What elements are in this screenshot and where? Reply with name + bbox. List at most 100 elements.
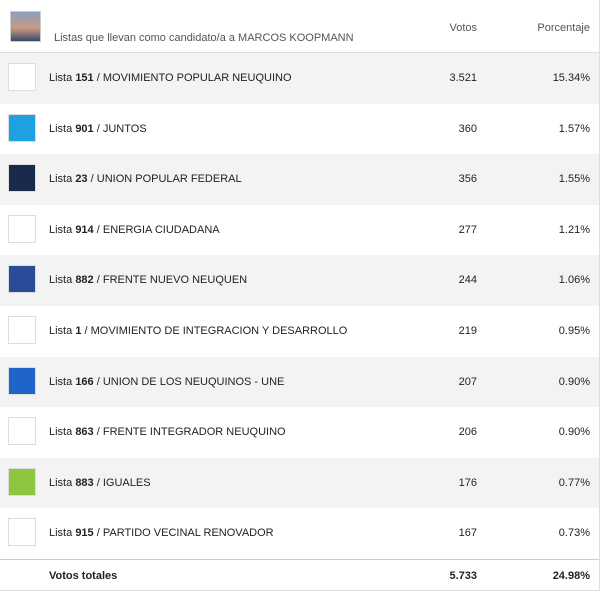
separator: / <box>96 122 100 135</box>
list-prefix: Lista <box>49 173 73 186</box>
votes: 167 <box>458 527 477 540</box>
table-footer: Votos totales 5.733 24.98% <box>0 559 599 591</box>
header-votes: Votos <box>449 22 477 34</box>
list-name: Lista 166 / UNION DE LOS NEUQUINOS - UNE <box>49 376 284 388</box>
list-number: 1 <box>75 325 82 337</box>
votes: 207 <box>458 375 477 388</box>
party-logo <box>8 164 36 193</box>
party-name: MOVIMIENTO POPULAR NEUQUINO <box>102 72 292 84</box>
separator: / <box>96 72 100 84</box>
percent: 0.95% <box>558 325 590 337</box>
percent: 0.90% <box>558 426 590 439</box>
list-number: 151 <box>75 72 94 84</box>
percent: 1.55% <box>558 173 590 186</box>
separator: / <box>96 476 100 489</box>
party-logo <box>8 63 36 91</box>
percent: 1.21% <box>558 223 590 236</box>
party-name: PARTIDO VECINAL RENOVADOR <box>102 527 274 540</box>
list-name: Lista 882 / FRENTE NUEVO NEUQUEN <box>49 274 247 286</box>
percent: 1.06% <box>558 274 590 287</box>
party-logo <box>8 417 36 446</box>
votes: 356 <box>458 173 477 186</box>
party-logo <box>8 467 36 496</box>
party-name: FRENTE INTEGRADOR NEUQUINO <box>102 426 286 439</box>
separator: / <box>90 173 94 186</box>
list-number: 914 <box>75 223 94 236</box>
list-prefix: Lista <box>49 426 73 439</box>
party-logo <box>8 113 36 142</box>
separator: / <box>96 527 100 540</box>
percent: 1.57% <box>558 122 590 135</box>
header-title: Listas que llevan como candidato/a a MAR… <box>54 32 354 44</box>
list-prefix: Lista <box>49 375 73 388</box>
list-name: Lista 863 / FRENTE INTEGRADOR NEUQUINO <box>49 426 286 438</box>
candidate-photo <box>10 11 41 42</box>
votes: 3.521 <box>449 72 477 84</box>
party-name: UNION DE LOS NEUQUINOS - UNE <box>102 375 285 388</box>
party-logo <box>8 366 36 395</box>
votes: 219 <box>458 325 477 337</box>
footer-label: Votos totales <box>49 570 118 582</box>
footer-percent: 24.98% <box>552 570 590 582</box>
separator: / <box>96 274 100 287</box>
table-row: Lista 914 / ENERGIA CIUDADANA 277 1.21% <box>0 205 599 256</box>
separator: / <box>84 325 88 337</box>
votes: 277 <box>458 223 477 236</box>
list-prefix: Lista <box>49 274 73 287</box>
list-name: Lista 883 / IGUALES <box>49 477 151 489</box>
party-name: FRENTE NUEVO NEUQUEN <box>102 274 248 287</box>
table-row: Lista 23 / UNION POPULAR FEDERAL 356 1.55% <box>0 154 599 205</box>
party-logo <box>8 316 36 344</box>
party-logo <box>8 265 36 294</box>
party-name: IGUALES <box>102 476 151 489</box>
list-prefix: Lista <box>49 527 73 540</box>
list-number: 166 <box>75 375 94 388</box>
list-number: 863 <box>75 426 94 439</box>
votes: 206 <box>458 426 477 439</box>
percent: 0.73% <box>558 527 590 540</box>
list-number: 901 <box>75 122 94 135</box>
votes: 244 <box>458 274 477 287</box>
party-name: ENERGIA CIUDADANA <box>102 223 220 236</box>
party-name: JUNTOS <box>102 122 147 135</box>
party-logo <box>8 214 36 243</box>
list-name: Lista 151 / MOVIMIENTO POPULAR NEUQUINO <box>49 72 292 84</box>
party-name: MOVIMIENTO DE INTEGRACION Y DESARROLLO <box>90 325 348 337</box>
table-row: Lista 151 / MOVIMIENTO POPULAR NEUQUINO 3… <box>0 53 599 104</box>
list-prefix: Lista <box>49 122 73 135</box>
list-prefix: Lista <box>49 223 73 236</box>
table-row: Lista 863 / FRENTE INTEGRADOR NEUQUINO 20… <box>0 407 599 458</box>
percent: 15.34% <box>552 72 590 84</box>
party-logo <box>8 518 36 547</box>
list-number: 23 <box>75 173 88 186</box>
header-percent: Porcentaje <box>537 22 590 34</box>
list-name: Lista 1 / MOVIMIENTO DE INTEGRACION Y DE… <box>49 325 347 337</box>
list-name: Lista 915 / PARTIDO VECINAL RENOVADOR <box>49 527 274 539</box>
percent: 0.77% <box>558 476 590 489</box>
list-name: Lista 901 / JUNTOS <box>49 123 147 135</box>
list-name: Lista 914 / ENERGIA CIUDADANA <box>49 224 220 236</box>
separator: / <box>96 223 100 236</box>
footer-votes: 5.733 <box>449 570 477 582</box>
list-number: 883 <box>75 476 94 489</box>
percent: 0.90% <box>558 375 590 388</box>
party-name: UNION POPULAR FEDERAL <box>96 173 242 186</box>
table-row: Lista 883 / IGUALES 176 0.77% <box>0 457 599 509</box>
list-prefix: Lista <box>49 476 73 489</box>
table-header: Listas que llevan como candidato/a a MAR… <box>0 0 599 53</box>
table-row: Lista 166 / UNION DE LOS NEUQUINOS - UNE… <box>0 356 599 408</box>
table-row: Lista 1 / MOVIMIENTO DE INTEGRACION Y DE… <box>0 306 599 357</box>
list-name: Lista 23 / UNION POPULAR FEDERAL <box>49 173 242 185</box>
votes: 360 <box>458 122 477 135</box>
votes: 176 <box>458 476 477 489</box>
list-prefix: Lista <box>49 325 73 337</box>
list-number: 915 <box>75 527 94 540</box>
table-row: Lista 915 / PARTIDO VECINAL RENOVADOR 167… <box>0 508 599 559</box>
list-number: 882 <box>75 274 94 287</box>
table-row: Lista 882 / FRENTE NUEVO NEUQUEN 244 1.06% <box>0 255 599 306</box>
list-prefix: Lista <box>49 72 73 84</box>
separator: / <box>96 426 100 439</box>
table-row: Lista 901 / JUNTOS 360 1.57% <box>0 104 599 155</box>
separator: / <box>96 375 100 388</box>
